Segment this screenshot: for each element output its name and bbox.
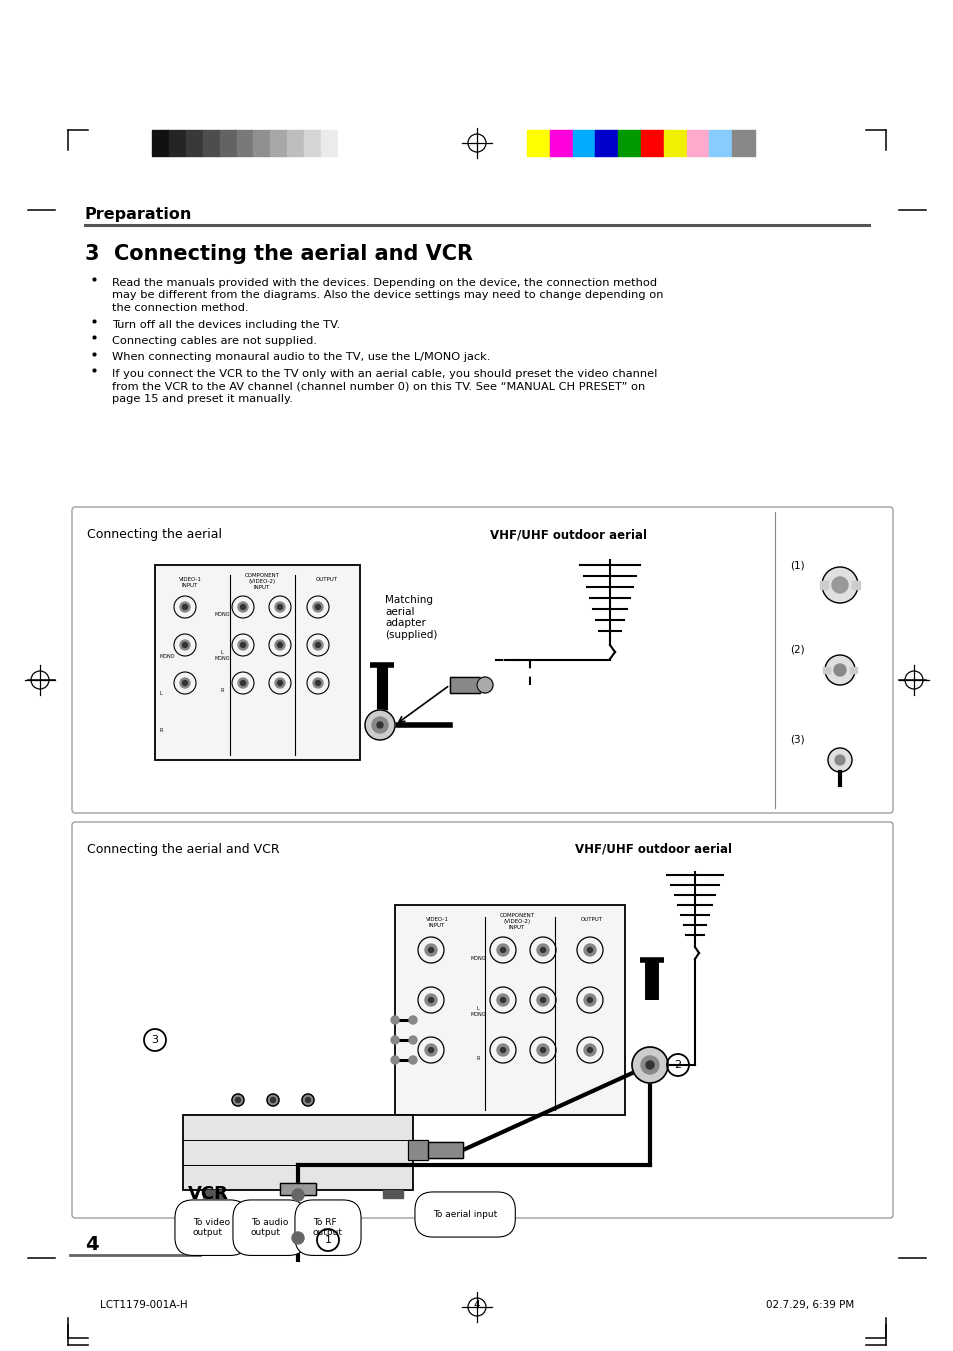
Circle shape: [305, 1097, 310, 1102]
Circle shape: [271, 1097, 275, 1102]
Text: Turn off all the devices including the TV.: Turn off all the devices including the T…: [112, 319, 339, 330]
Bar: [169, 130, 186, 155]
Circle shape: [277, 604, 282, 609]
Circle shape: [821, 567, 857, 603]
Circle shape: [537, 944, 548, 957]
Circle shape: [424, 944, 436, 957]
Text: MONO: MONO: [214, 612, 230, 617]
Text: COMPONENT
(VIDEO-2)
INPUT: COMPONENT (VIDEO-2) INPUT: [244, 573, 279, 589]
Bar: [851, 581, 859, 589]
Text: Preparation: Preparation: [85, 207, 193, 222]
Text: MONO: MONO: [160, 654, 175, 659]
Circle shape: [180, 603, 190, 612]
Circle shape: [537, 1044, 548, 1056]
Bar: [428, 1142, 462, 1158]
Text: L
MONO: L MONO: [214, 650, 230, 661]
Circle shape: [424, 994, 436, 1006]
Bar: [203, 130, 219, 155]
Circle shape: [428, 947, 433, 952]
Text: VHF/UHF outdoor aerial: VHF/UHF outdoor aerial: [575, 843, 731, 857]
Bar: [304, 130, 321, 155]
Text: may be different from the diagrams. Also the device settings may need to change : may be different from the diagrams. Also…: [112, 290, 662, 300]
Circle shape: [235, 1097, 240, 1102]
Circle shape: [409, 1036, 416, 1044]
Circle shape: [587, 1047, 592, 1052]
Bar: [849, 667, 856, 673]
Bar: [280, 1183, 315, 1196]
Bar: [572, 130, 595, 155]
Text: VIDEO-1
INPUT: VIDEO-1 INPUT: [425, 917, 448, 928]
Circle shape: [315, 681, 320, 685]
Circle shape: [267, 1094, 278, 1106]
Bar: [428, 1142, 462, 1158]
Bar: [595, 130, 618, 155]
Bar: [395, 905, 624, 1115]
Circle shape: [313, 603, 323, 612]
Bar: [822, 667, 829, 673]
Text: LCT1179-001A-H: LCT1179-001A-H: [100, 1300, 188, 1310]
Circle shape: [180, 640, 190, 650]
Text: R: R: [160, 728, 163, 734]
Text: To RF
output: To RF output: [313, 1219, 343, 1238]
Circle shape: [583, 944, 596, 957]
Text: (2): (2): [789, 644, 803, 655]
Circle shape: [424, 1044, 436, 1056]
Text: (1): (1): [789, 561, 803, 570]
Bar: [382, 1190, 402, 1198]
Bar: [203, 1190, 223, 1198]
Text: Read the manuals provided with the devices. Depending on the device, the connect: Read the manuals provided with the devic…: [112, 278, 657, 288]
Text: page 15 and preset it manually.: page 15 and preset it manually.: [112, 394, 293, 404]
Text: To audio
output: To audio output: [251, 1219, 288, 1238]
Circle shape: [372, 717, 388, 734]
Circle shape: [824, 655, 854, 685]
Bar: [152, 130, 169, 155]
FancyBboxPatch shape: [71, 821, 892, 1219]
Circle shape: [409, 1056, 416, 1065]
Circle shape: [645, 1061, 654, 1069]
Circle shape: [409, 1016, 416, 1024]
Circle shape: [274, 640, 285, 650]
Circle shape: [313, 640, 323, 650]
Circle shape: [537, 994, 548, 1006]
Text: L: L: [160, 690, 163, 696]
FancyBboxPatch shape: [71, 507, 892, 813]
Bar: [236, 130, 253, 155]
Circle shape: [292, 1232, 304, 1244]
Circle shape: [583, 1044, 596, 1056]
Text: L
MONO: L MONO: [470, 1006, 485, 1017]
Circle shape: [587, 947, 592, 952]
Circle shape: [180, 678, 190, 688]
Text: 4: 4: [474, 1300, 479, 1310]
Circle shape: [833, 663, 845, 676]
Text: VIDEO-1
INPUT: VIDEO-1 INPUT: [178, 577, 201, 588]
Circle shape: [640, 1056, 659, 1074]
Text: 02.7.29, 6:39 PM: 02.7.29, 6:39 PM: [765, 1300, 853, 1310]
Circle shape: [476, 677, 493, 693]
Bar: [663, 130, 686, 155]
Bar: [408, 1140, 428, 1161]
Text: VCR: VCR: [188, 1185, 229, 1202]
Bar: [280, 1225, 315, 1238]
Bar: [280, 1183, 315, 1196]
Text: OUTPUT: OUTPUT: [315, 577, 337, 582]
Bar: [337, 130, 355, 155]
Circle shape: [237, 603, 248, 612]
Circle shape: [237, 640, 248, 650]
Circle shape: [182, 681, 188, 685]
Bar: [321, 130, 337, 155]
Text: from the VCR to the AV channel (channel number 0) on this TV. See “MANUAL CH PRE: from the VCR to the AV channel (channel …: [112, 381, 644, 392]
Bar: [408, 1140, 428, 1161]
Bar: [154, 565, 359, 761]
Bar: [280, 1225, 315, 1238]
Circle shape: [583, 994, 596, 1006]
Circle shape: [631, 1047, 667, 1084]
Text: R: R: [476, 1056, 479, 1061]
Bar: [450, 677, 479, 693]
Circle shape: [428, 997, 433, 1002]
Circle shape: [391, 1016, 398, 1024]
Circle shape: [391, 1056, 398, 1065]
Circle shape: [834, 755, 844, 765]
Circle shape: [497, 1044, 509, 1056]
Circle shape: [277, 643, 282, 647]
Circle shape: [540, 1047, 545, 1052]
